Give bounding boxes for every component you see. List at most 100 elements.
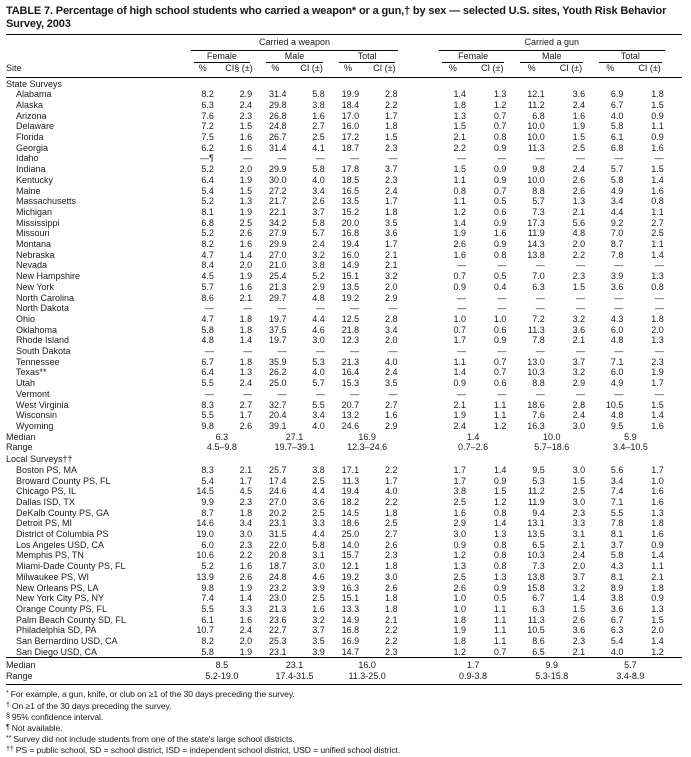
gap-cell: [403, 218, 433, 229]
value-cell: 8.2: [201, 89, 214, 100]
value-cell: 3.2: [572, 313, 586, 324]
value-cell: 18.5: [341, 174, 360, 185]
gap-cell: [403, 111, 433, 122]
value-cell: 2.7: [384, 529, 398, 540]
value-cell: 11.3: [527, 614, 545, 625]
value-cell: 6.2: [201, 142, 214, 153]
value-cell: 1.6: [239, 239, 253, 250]
value-cell: 23.1: [268, 518, 287, 529]
value-cell: 0.9: [651, 539, 664, 550]
value-cell: 7.5: [201, 132, 214, 143]
table-row: Utah 5.5 2.4 25.0 5.7 15.3 3.5 0.9 0.6 8.8 2.9 4.9 1…: [6, 378, 682, 389]
value-cell: 7.4: [201, 593, 214, 604]
value-cell: 2.5: [651, 228, 664, 239]
measure-header-row: Site % CI§ (±) % CI (±) % CI (±) % CI (±…: [6, 63, 682, 78]
section-label: Local Surveys††: [6, 454, 73, 465]
value-cell: 1.1: [651, 206, 664, 217]
table-row: Idaho —¶ — — — — — — — — — — —: [6, 153, 682, 164]
value-cell: 24.8: [268, 571, 287, 582]
value-cell: 27.2: [268, 185, 287, 196]
value-cell: 5.5: [610, 507, 624, 518]
value-cell: 1.1: [453, 174, 467, 185]
value-cell: 9.5: [610, 421, 624, 431]
gap-cell: [403, 164, 433, 175]
value-cell: 5.4: [201, 475, 214, 486]
value-cell: 1.3: [239, 196, 253, 207]
ci-header: CI (±): [629, 63, 670, 78]
end-cell: [670, 508, 682, 519]
end-cell: [670, 476, 682, 487]
site-cell: Delaware: [16, 121, 55, 132]
value-cell: —: [457, 388, 467, 399]
value-cell: 19.7: [268, 313, 287, 324]
value-cell: 4.7: [201, 249, 214, 260]
value-cell: 0.9: [651, 132, 664, 143]
table-row: Broward County PS, FL 5.4 1.7 17.4 2.5 11.3 1.…: [6, 476, 682, 487]
value-cell: 1.6: [239, 132, 253, 143]
value-cell: 5.8: [312, 539, 325, 550]
value-cell: 2.5: [453, 496, 467, 507]
table-row: Vermont — — — — — — — — — — — —: [6, 389, 682, 400]
value-cell: —: [277, 346, 287, 357]
end-cell: [670, 303, 682, 314]
value-cell: 7.0: [532, 271, 545, 282]
value-cell: 2.2: [572, 249, 586, 260]
value-cell: 1.8: [239, 507, 253, 518]
gap-cell: [403, 34, 434, 51]
value-cell: 6.4: [201, 367, 214, 378]
summary-value: 1.4: [466, 431, 480, 442]
site-cell: New Orleans PS, LA: [16, 582, 99, 593]
value-cell: 3.3: [312, 518, 325, 529]
data-table: Carried a weapon Carried a gun Female Ma…: [6, 34, 682, 686]
footnote-text: 95% confidence interval.: [11, 711, 104, 722]
summary-row: Median 6.3 27.1 16.9 1.4 10.0 5.9: [6, 432, 682, 443]
value-cell: 2.3: [572, 636, 586, 647]
value-cell: 11.2: [527, 486, 545, 497]
site-cell: South Dakota: [16, 346, 71, 357]
value-cell: 9.8: [532, 164, 545, 175]
value-cell: 1.8: [453, 614, 467, 625]
gap-cell: [403, 486, 433, 497]
value-cell: 11.3: [527, 142, 545, 153]
value-cell: 0.9: [453, 281, 467, 292]
table-body: State Surveys Alabama 8.2 2.9 31.4 5.8 19.9 2.8…: [6, 77, 682, 686]
summary-value: 16.0: [330, 657, 404, 671]
value-cell: 0.9: [453, 539, 467, 550]
value-cell: 1.7: [384, 239, 398, 250]
section-label: State Surveys: [6, 78, 63, 89]
end-cell: [670, 378, 682, 389]
value-cell: 16.9: [341, 636, 360, 647]
value-cell: 1.7: [453, 475, 467, 486]
value-cell: 5.2: [201, 196, 214, 207]
site-cell: New York: [16, 281, 55, 292]
site-cell: Oklahoma: [16, 324, 58, 335]
value-cell: 8.6: [201, 292, 214, 303]
value-cell: 3.0: [384, 571, 398, 582]
footnote: ** Survey did not include students from o…: [6, 733, 682, 745]
value-cell: 16.8: [341, 625, 360, 636]
summary-label: Median: [6, 657, 186, 671]
value-cell: 18.7: [341, 142, 360, 153]
value-cell: 1.5: [651, 99, 664, 110]
summary-value: 23.1: [258, 657, 331, 671]
value-cell: 2.6: [572, 185, 586, 196]
ci-header: CI (±): [365, 63, 404, 78]
value-cell: 1.1: [493, 636, 507, 647]
value-cell: 8.8: [532, 185, 545, 196]
value-cell: 1.6: [453, 507, 467, 518]
gap-cell: [403, 465, 433, 476]
value-cell: 1.1: [453, 196, 467, 207]
value-cell: 5.7: [312, 228, 325, 239]
site-cell: New Hampshire: [16, 271, 81, 282]
site-cell: North Carolina: [16, 292, 75, 303]
pct-header: %: [512, 63, 551, 78]
value-cell: 2.1: [453, 132, 467, 143]
footnote-text: Not available.: [11, 722, 63, 733]
value-cell: 1.2: [493, 496, 507, 507]
value-cell: 2.9: [384, 292, 398, 303]
value-cell: 2.7: [384, 399, 398, 410]
end-cell: [670, 593, 682, 604]
value-cell: 8.4: [201, 260, 214, 271]
female-label: Female: [193, 51, 251, 63]
value-cell: 29.8: [268, 99, 287, 110]
